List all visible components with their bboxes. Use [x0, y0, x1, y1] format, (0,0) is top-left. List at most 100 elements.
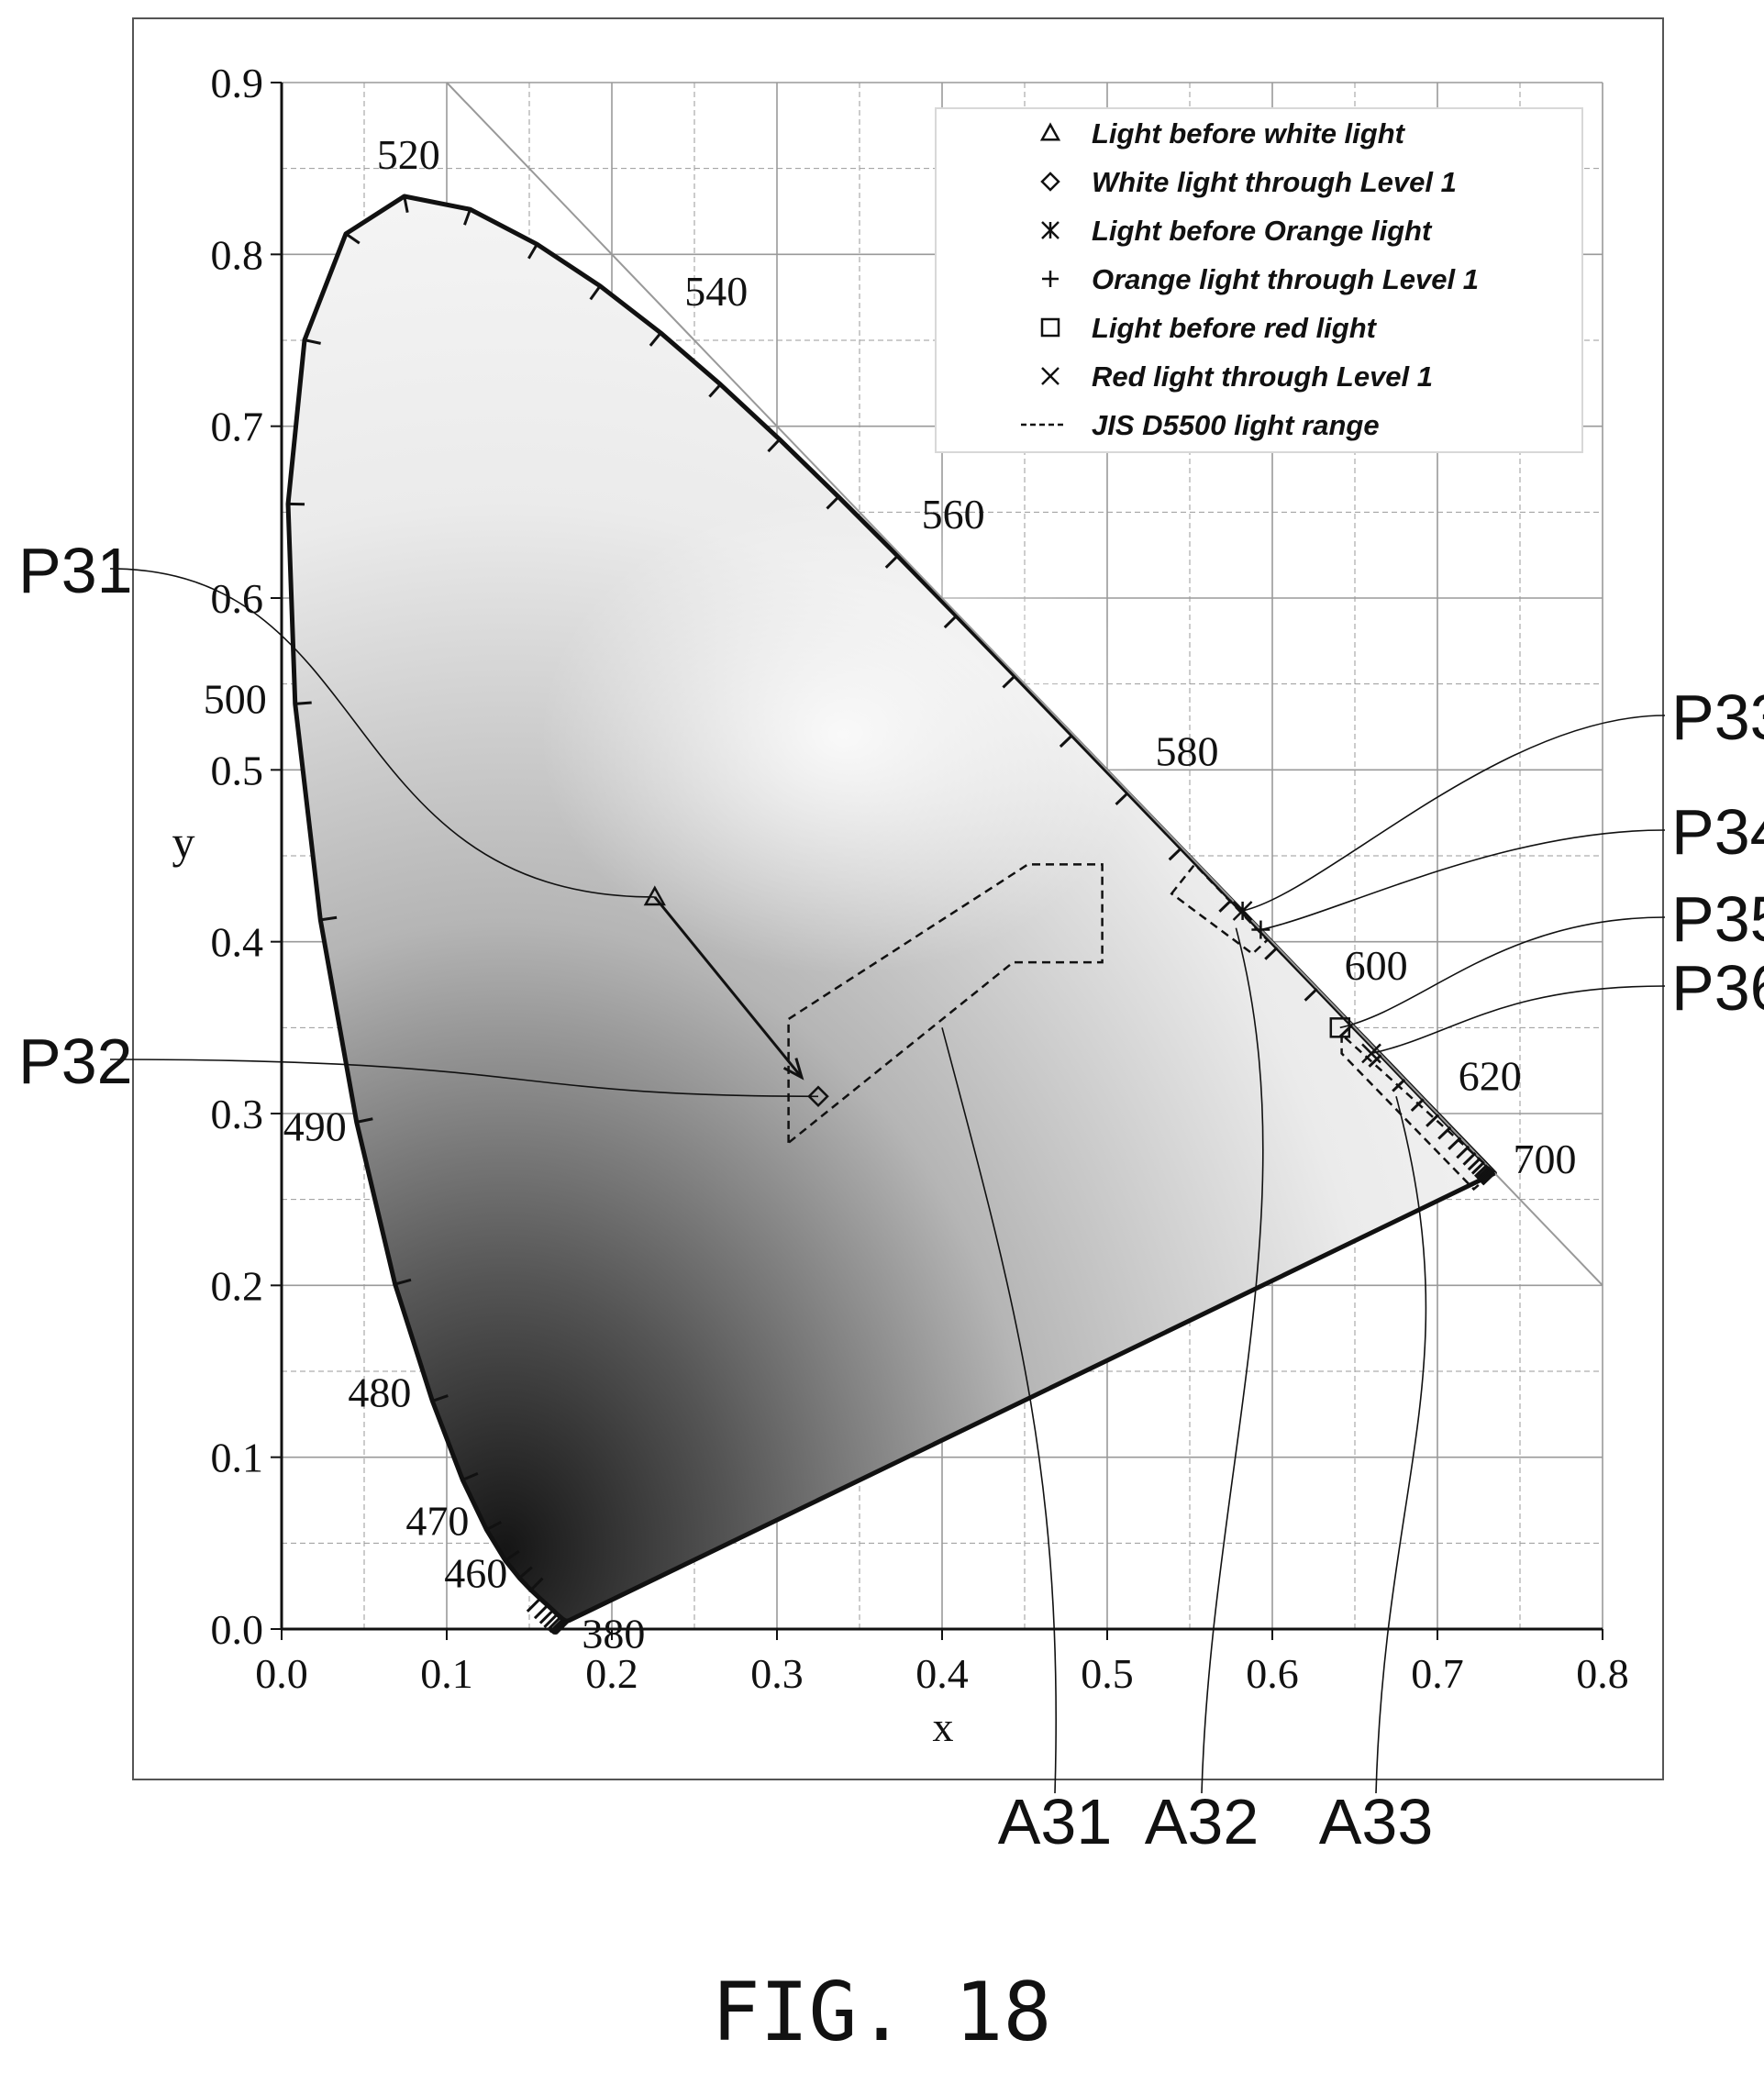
wavelength-tick: [767, 438, 781, 453]
wavelength-tick: [1470, 1160, 1485, 1175]
x-tick-label: 0.1: [420, 1650, 473, 1697]
wavelength-tick: [538, 1609, 554, 1624]
wavelength-tick: [589, 284, 602, 301]
wavelength-tick: [1168, 847, 1182, 861]
legend-marker-square-shape: [1040, 317, 1060, 338]
callout-leader-p31: [109, 568, 655, 898]
callout-leader-p32: [109, 1059, 819, 1098]
legend-entry-label: Red light through Level 1: [1092, 360, 1433, 393]
y-tick-label: 0.3: [211, 1091, 264, 1137]
wavelength-tick: [527, 243, 538, 260]
jis-region-a33: [1340, 1032, 1496, 1192]
wavelength-tick: [708, 383, 722, 398]
y-tick-label: 0.9: [211, 60, 264, 106]
point-diamond: [807, 1085, 829, 1108]
x-axis-label: x: [933, 1703, 954, 1750]
legend-marker-triangle: [1039, 122, 1061, 141]
wavelength-tick: [356, 1117, 373, 1124]
wavelength-label: 480: [348, 1369, 411, 1415]
wavelength-label: 620: [1459, 1052, 1522, 1099]
callout-label-p32: P32: [18, 1025, 133, 1097]
wavelength-tick: [826, 495, 840, 510]
wavelength-tick: [1477, 1167, 1492, 1181]
wavelength-tick: [529, 1577, 544, 1591]
figure-label: FIG. 18: [712, 1965, 1052, 2059]
wavelength-tick: [526, 1597, 541, 1613]
wavelength-label: 600: [1345, 942, 1408, 989]
point-square: [1329, 1017, 1351, 1038]
jis-region-a32: [1170, 862, 1270, 956]
wavelength-label: 700: [1513, 1136, 1576, 1182]
callout-label-p35: P35: [1671, 883, 1764, 955]
shift-arrow: [653, 896, 804, 1081]
callout-leader-p33: [1242, 715, 1666, 912]
figure-frame: [132, 17, 1664, 1780]
x-tick-label: 0.2: [585, 1650, 638, 1697]
legend-marker-triangle-shape: [1039, 122, 1061, 141]
y-tick-label: 0.2: [211, 1262, 264, 1309]
y-tick-label: 0.0: [211, 1606, 264, 1653]
wavelength-tick: [1059, 734, 1073, 748]
legend-entry-label: JIS D5500 light range: [1092, 409, 1380, 441]
x-tick-label: 0.3: [750, 1650, 804, 1697]
callout-labels: P31 P32 P33 P34 P35P36 A31 A32 A33: [18, 535, 1764, 1857]
callout-leader-a32: [1201, 927, 1264, 1794]
wavelength-label: 460: [444, 1549, 507, 1596]
callout-label-a33: A33: [1319, 1786, 1434, 1857]
legend-entry-label: White light through Level 1: [1092, 166, 1457, 198]
legend-marker-x: [1041, 367, 1060, 385]
callout-label-p31: P31: [18, 535, 133, 606]
wavelength-tick: [518, 1566, 533, 1580]
wavelength-tick: [304, 338, 321, 345]
callout-leader-p36: [1370, 985, 1666, 1055]
wavelength-tick: [1473, 1164, 1489, 1178]
legend: Light before white light White light thro…: [935, 107, 1583, 453]
wavelength-tick: [294, 701, 312, 705]
y-tick-label: 0.1: [211, 1435, 264, 1481]
wavelength-label: 560: [922, 491, 985, 538]
callout-label-a32: A32: [1145, 1786, 1259, 1857]
wavelength-tick: [543, 1613, 559, 1628]
jis-region-a31: [787, 863, 1104, 1146]
point-triangle: [643, 885, 666, 906]
wavelength-label: 380: [582, 1611, 645, 1657]
legend-box: [935, 107, 1583, 453]
wavelength-tick: [1478, 1169, 1492, 1182]
wavelength-tick: [1475, 1166, 1491, 1180]
wavelength-label: 490: [283, 1103, 347, 1149]
locus-white-region: [540, 496, 1146, 974]
x-tick-label: 0.8: [1576, 1650, 1629, 1697]
wavelength-tick: [461, 1472, 479, 1481]
callout-leader-p35: [1339, 916, 1666, 1029]
y-tick-label: 0.6: [211, 575, 264, 622]
wavelength-tick: [550, 1619, 566, 1635]
wavelength-tick: [485, 1520, 502, 1532]
legend-marker-diamond: [1040, 172, 1060, 192]
point-diamond-shape: [807, 1085, 829, 1108]
callout-label-p36: P36: [1671, 952, 1764, 1024]
wavelength-tick: [463, 208, 472, 226]
legend-entry-label: Light before Orange light: [1092, 215, 1433, 247]
diagonal-line: [446, 82, 1603, 1287]
plot-axes: [271, 82, 1603, 1640]
callout-leader-lines: [109, 568, 1666, 1794]
wavelength-label: 500: [204, 675, 267, 722]
jis-d5500-regions: [787, 862, 1496, 1192]
arrow-head: [782, 1058, 804, 1081]
wavelength-tick: [1462, 1152, 1477, 1166]
diagonal-reference-line: [446, 82, 1603, 1287]
callout-leader-a33: [1375, 1096, 1427, 1794]
point-triangle-shape: [643, 885, 666, 906]
callout-label-p33: P33: [1671, 682, 1764, 753]
wavelength-tick-marks: [287, 195, 1496, 1635]
wavelength-tick: [649, 331, 662, 347]
legend-marker-asterisk: [1041, 221, 1060, 239]
wavelength-tick: [1115, 792, 1129, 806]
y-tick-label: 0.8: [211, 231, 264, 278]
x-tick-label: 0.7: [1411, 1650, 1464, 1697]
wavelength-tick: [1002, 674, 1016, 689]
wavelength-tick: [1264, 947, 1279, 960]
wavelength-label: 470: [405, 1498, 469, 1545]
x-tick-label: 0.0: [255, 1650, 308, 1697]
